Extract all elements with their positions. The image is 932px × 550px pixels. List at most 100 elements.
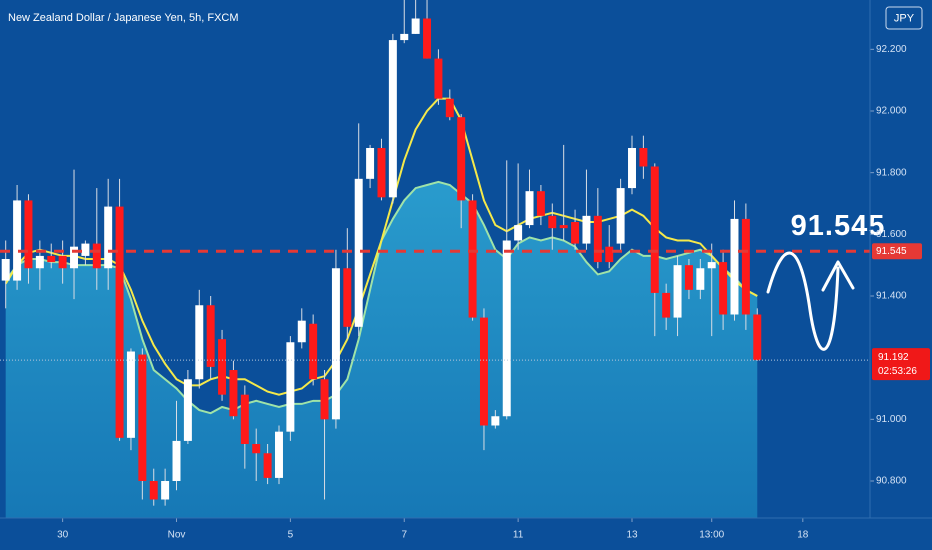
candle-body (571, 222, 580, 244)
x-tick-label: Nov (168, 530, 186, 541)
candle-body (252, 444, 261, 454)
candle-body (58, 255, 67, 269)
candle-body (559, 225, 568, 229)
candle-body (719, 262, 728, 315)
candle-body (70, 246, 79, 269)
currency-button[interactable] (885, 6, 923, 30)
indicator-area (5, 181, 758, 518)
candle-body (149, 481, 158, 500)
candle-body (13, 200, 22, 281)
candle-body (81, 243, 90, 256)
candle-body (161, 481, 170, 500)
candle-body (388, 40, 397, 198)
candle-body (548, 215, 557, 229)
y-tick-label: 91.800 (876, 167, 907, 178)
candle-body (286, 342, 295, 432)
candle-body (628, 148, 636, 189)
level-tag-label: 91.545 (876, 246, 907, 257)
currency-button-label[interactable]: JPY (894, 12, 915, 24)
level-annotation: 91.545 (791, 210, 886, 242)
candle-body (741, 218, 750, 315)
y-tick-label: 91.400 (876, 291, 907, 302)
candle-body (1, 259, 10, 281)
y-tick-label: 91.600 (876, 229, 907, 240)
candle-body (434, 58, 443, 99)
candle-body (707, 262, 716, 269)
x-tick-label: 13:00 (699, 530, 724, 541)
candle-body (354, 178, 363, 327)
x-tick-label: 11 (513, 530, 524, 541)
candle-body (662, 292, 671, 318)
candle-body (525, 191, 534, 226)
candle-body (684, 265, 693, 290)
candle-body (616, 188, 625, 244)
last-price-tag (872, 348, 930, 381)
area-layer (5, 181, 758, 518)
candle-body (115, 206, 124, 438)
candle-body (104, 206, 113, 269)
level-tag (872, 243, 922, 260)
candle-body (491, 416, 500, 426)
candle-body (650, 166, 659, 293)
x-tick-label: 18 (797, 530, 809, 541)
countdown-label: 02:53:26 (878, 366, 917, 377)
candle-body (514, 225, 523, 241)
candle-body (138, 354, 147, 481)
candle-body (206, 305, 215, 367)
candle-body (639, 148, 648, 167)
candle-body (195, 305, 204, 380)
candle-body (696, 268, 705, 290)
candle-body (343, 268, 352, 327)
candle-body (400, 33, 409, 41)
y-tick-label: 92.000 (876, 106, 907, 117)
candle-layer (1, 0, 762, 506)
y-tick-label: 90.800 (876, 476, 907, 487)
candle-body (423, 18, 432, 59)
y-tick-label: 91.000 (876, 414, 907, 425)
candle-body (457, 117, 466, 201)
candle-body (377, 148, 386, 198)
candle-body (536, 191, 545, 216)
candle-body (673, 265, 682, 318)
candle-body (229, 370, 238, 417)
forecast-wave (766, 251, 840, 351)
candle-body (366, 148, 375, 179)
chart-title: New Zealand Dollar / Japanese Yen, 5h, F… (8, 12, 239, 24)
candle-body (411, 18, 420, 34)
forecast-arrowhead (821, 260, 855, 292)
x-tick-label: 7 (401, 530, 407, 541)
y-tick-label: 92.200 (876, 44, 907, 55)
candle-body (183, 379, 192, 441)
candle-body (605, 246, 614, 263)
candle-body (218, 339, 227, 395)
candle-body (468, 200, 477, 318)
candle-body (263, 453, 272, 478)
candle-body (753, 314, 762, 361)
x-tick-label: 13 (626, 530, 638, 541)
axis-layer: 91.545 92.200 92.000 91.800 91.600 91.400 91.0… (0, 44, 930, 541)
candle-body (502, 240, 511, 417)
last-price-label: 91.192 (878, 352, 909, 363)
candle-body (92, 243, 101, 269)
candle-body (309, 323, 318, 380)
candle-body (331, 268, 340, 420)
candle-body (297, 320, 306, 343)
indicator-line (4, 97, 758, 396)
candle-body (240, 394, 249, 444)
candle-body (730, 218, 739, 315)
x-tick-label: 30 (57, 530, 69, 541)
candle-body (445, 98, 454, 118)
x-tick-label: 5 (288, 530, 294, 541)
candle-body (126, 351, 135, 438)
candle-body (172, 440, 181, 481)
candle-body (35, 255, 44, 269)
line-layer (4, 97, 758, 415)
candle-body (320, 379, 329, 420)
candle-body (479, 317, 488, 426)
candle-body (593, 215, 602, 263)
candle-body (24, 200, 33, 269)
candle-body (275, 431, 283, 478)
candle-body (582, 215, 591, 244)
